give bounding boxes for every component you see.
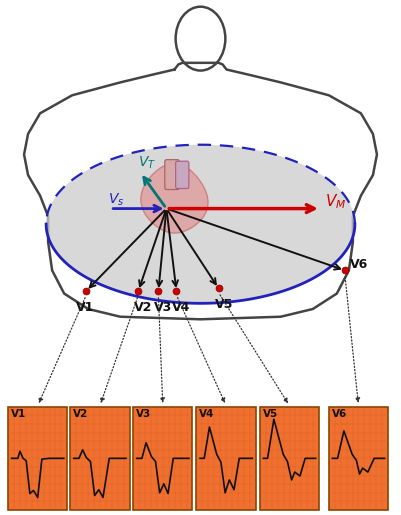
Polygon shape <box>70 407 130 510</box>
FancyBboxPatch shape <box>176 161 189 188</box>
Polygon shape <box>133 407 192 510</box>
Polygon shape <box>196 407 256 510</box>
Text: V2: V2 <box>134 301 153 314</box>
Text: V2: V2 <box>73 409 88 419</box>
Polygon shape <box>8 407 67 510</box>
Text: $V_T$: $V_T$ <box>138 154 156 171</box>
Text: V1: V1 <box>11 409 26 419</box>
Text: V5: V5 <box>215 298 234 311</box>
Text: V6: V6 <box>332 409 347 419</box>
Text: $V_s$: $V_s$ <box>108 192 125 208</box>
Ellipse shape <box>46 145 355 303</box>
Text: V4: V4 <box>172 301 191 314</box>
FancyBboxPatch shape <box>165 160 179 190</box>
Text: V5: V5 <box>263 409 278 419</box>
Text: V6: V6 <box>350 259 368 271</box>
Text: $V_M$: $V_M$ <box>325 192 346 211</box>
Text: V4: V4 <box>199 409 215 419</box>
Text: V3: V3 <box>136 409 151 419</box>
Polygon shape <box>141 163 208 233</box>
Polygon shape <box>260 407 319 510</box>
Polygon shape <box>329 407 388 510</box>
Text: V1: V1 <box>76 301 95 314</box>
Text: V3: V3 <box>154 301 173 314</box>
